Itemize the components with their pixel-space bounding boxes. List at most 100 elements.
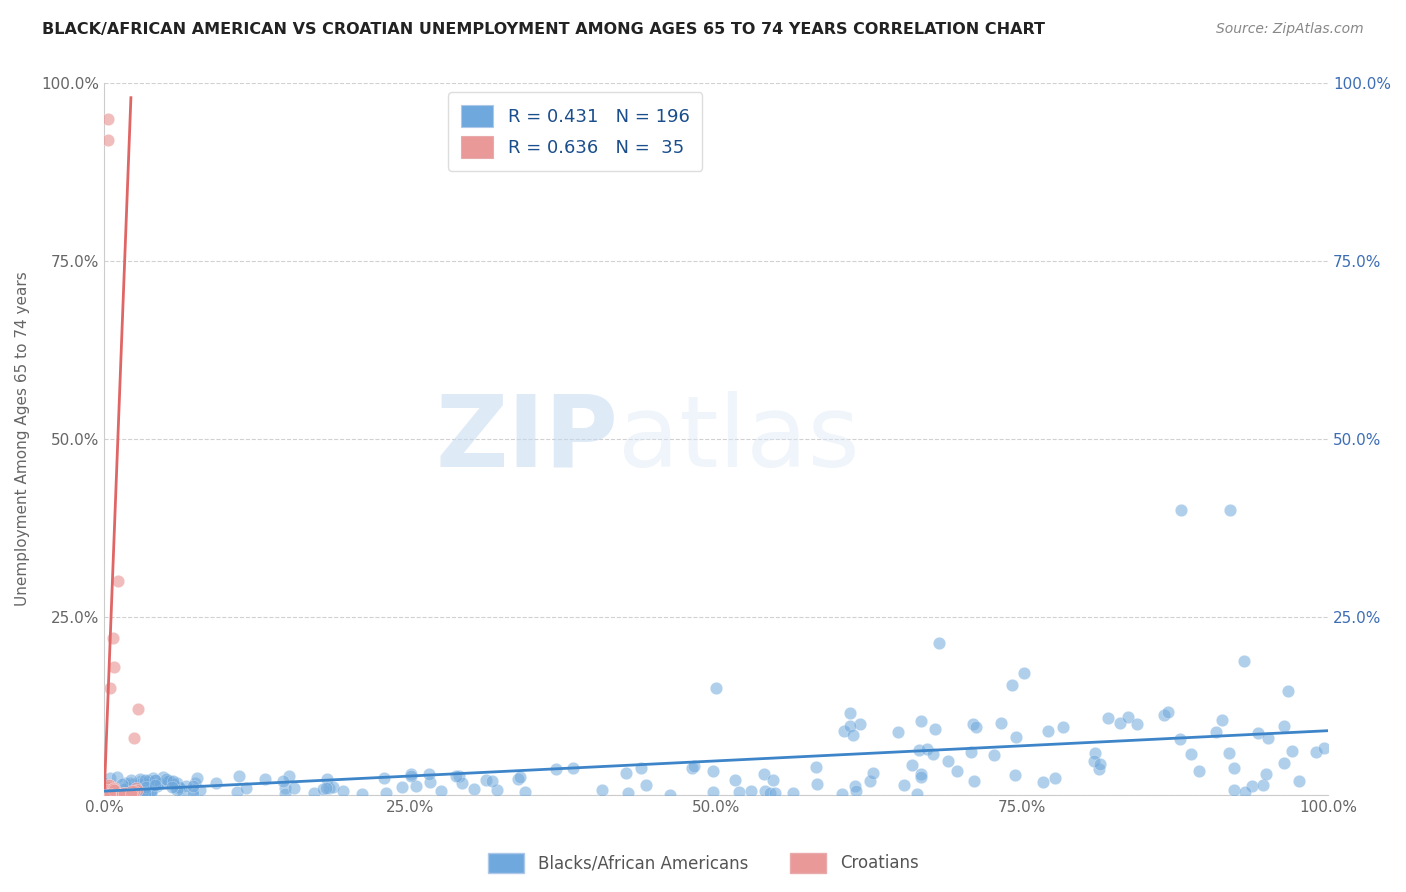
Point bbox=[1223, 783, 1246, 797]
Point bbox=[155, 772, 177, 786]
Point bbox=[1211, 713, 1233, 727]
Point bbox=[103, 783, 125, 797]
Point bbox=[862, 765, 884, 780]
Point bbox=[128, 783, 150, 797]
Point bbox=[765, 786, 787, 800]
Point bbox=[129, 777, 152, 791]
Point bbox=[1012, 666, 1035, 681]
Point bbox=[1170, 503, 1192, 517]
Point bbox=[910, 714, 932, 728]
Point bbox=[94, 788, 117, 802]
Point bbox=[96, 783, 118, 797]
Point bbox=[311, 782, 333, 797]
Point bbox=[1281, 744, 1303, 758]
Point bbox=[166, 783, 188, 797]
Point bbox=[112, 782, 135, 797]
Point bbox=[1036, 724, 1059, 739]
Point bbox=[274, 780, 297, 795]
Point bbox=[112, 786, 135, 800]
Point bbox=[924, 722, 946, 736]
Point bbox=[97, 777, 120, 791]
Point bbox=[152, 771, 174, 785]
Text: ZIP: ZIP bbox=[436, 391, 619, 488]
Point bbox=[838, 706, 860, 721]
Point bbox=[475, 772, 498, 787]
Point bbox=[97, 133, 120, 147]
Point bbox=[163, 777, 186, 791]
Point bbox=[111, 776, 134, 790]
Point bbox=[228, 769, 250, 783]
Point bbox=[893, 778, 915, 792]
Point bbox=[1188, 764, 1211, 779]
Point bbox=[145, 779, 167, 793]
Point bbox=[1116, 709, 1139, 723]
Point bbox=[96, 785, 118, 799]
Point bbox=[274, 787, 297, 801]
Point bbox=[135, 780, 157, 795]
Point bbox=[842, 728, 865, 742]
Point bbox=[125, 781, 148, 796]
Point bbox=[103, 659, 125, 673]
Point bbox=[481, 774, 503, 789]
Point bbox=[1254, 767, 1277, 781]
Point bbox=[124, 786, 146, 800]
Point bbox=[315, 772, 337, 786]
Point bbox=[100, 787, 122, 801]
Point bbox=[159, 774, 181, 789]
Point bbox=[93, 786, 115, 800]
Point bbox=[111, 787, 134, 801]
Point bbox=[96, 785, 118, 799]
Point bbox=[683, 759, 706, 773]
Point bbox=[100, 780, 122, 795]
Point bbox=[804, 760, 827, 774]
Point bbox=[124, 783, 146, 797]
Point bbox=[702, 764, 724, 779]
Point bbox=[928, 636, 950, 650]
Point bbox=[134, 772, 156, 787]
Point bbox=[1272, 756, 1295, 770]
Point bbox=[120, 773, 142, 788]
Point bbox=[136, 776, 159, 790]
Point bbox=[115, 780, 138, 794]
Point bbox=[806, 776, 828, 790]
Point bbox=[508, 772, 530, 787]
Point bbox=[419, 775, 441, 789]
Point bbox=[963, 774, 986, 789]
Point bbox=[723, 772, 745, 787]
Point bbox=[143, 773, 166, 788]
Point bbox=[561, 761, 583, 775]
Legend: Blacks/African Americans, Croatians: Blacks/African Americans, Croatians bbox=[481, 847, 925, 880]
Point bbox=[1223, 761, 1246, 775]
Point bbox=[186, 771, 208, 785]
Point bbox=[129, 774, 152, 789]
Point bbox=[142, 777, 165, 791]
Point bbox=[1090, 757, 1112, 772]
Point bbox=[141, 783, 163, 797]
Point bbox=[98, 785, 121, 799]
Point bbox=[509, 770, 531, 784]
Point bbox=[886, 725, 908, 739]
Point bbox=[945, 764, 967, 778]
Point bbox=[350, 787, 373, 801]
Point bbox=[900, 758, 922, 772]
Point bbox=[93, 776, 115, 790]
Point bbox=[1257, 731, 1279, 745]
Point bbox=[430, 784, 453, 798]
Point bbox=[859, 773, 882, 788]
Point bbox=[965, 720, 987, 734]
Text: BLACK/AFRICAN AMERICAN VS CROATIAN UNEMPLOYMENT AMONG AGES 65 TO 74 YEARS CORREL: BLACK/AFRICAN AMERICAN VS CROATIAN UNEMP… bbox=[42, 22, 1045, 37]
Point bbox=[630, 761, 652, 775]
Point bbox=[98, 780, 121, 794]
Point bbox=[205, 776, 228, 790]
Point bbox=[1241, 779, 1264, 793]
Point bbox=[591, 783, 613, 797]
Point bbox=[142, 772, 165, 786]
Point bbox=[121, 783, 143, 797]
Point bbox=[391, 780, 413, 794]
Point bbox=[174, 780, 197, 794]
Text: atlas: atlas bbox=[619, 391, 859, 488]
Point bbox=[1218, 746, 1240, 760]
Point bbox=[235, 780, 257, 795]
Point bbox=[278, 769, 301, 783]
Point bbox=[149, 775, 172, 789]
